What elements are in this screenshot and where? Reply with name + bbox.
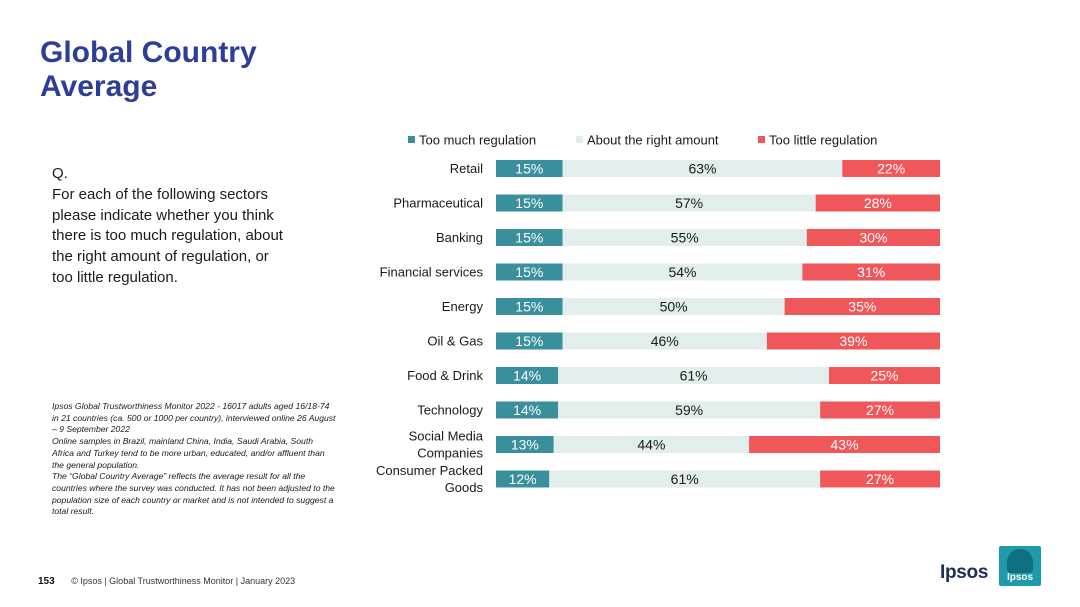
data-label: 59% (675, 402, 703, 418)
methodology-note: The “Global Country Average” reflects th… (52, 471, 335, 517)
category-label: Pharmaceutical (393, 196, 483, 211)
category-label: Companies (417, 446, 483, 461)
category-label: Retail (450, 161, 483, 176)
bar-too-much (496, 194, 563, 212)
bar-too-much (496, 263, 563, 281)
ipsos-logo-icon: Ipsos (999, 546, 1041, 586)
data-label: 25% (870, 368, 898, 384)
category-label: Consumer Packed (376, 463, 483, 478)
data-label: 31% (857, 264, 885, 280)
bar-too-much (496, 332, 563, 350)
legend-swatch-too-little (758, 136, 765, 143)
bar-too-little (766, 332, 940, 350)
category-label: Energy (442, 299, 484, 314)
data-label: 30% (859, 230, 887, 246)
bar-too-much (496, 298, 563, 315)
data-label: 28% (864, 195, 892, 211)
bar-too-little (842, 160, 940, 177)
bar-about-right (558, 367, 829, 384)
bar-about-right (562, 229, 807, 246)
bar-too-much (496, 436, 554, 453)
legend-swatch-about-right (576, 136, 583, 143)
bar-about-right (549, 470, 821, 488)
bar-too-little (820, 401, 940, 419)
data-label: 15% (515, 264, 543, 280)
bar-too-much (496, 470, 550, 488)
footer: 153 © Ipsos | Global Trustworthiness Mon… (38, 576, 295, 587)
data-label: 61% (671, 471, 699, 487)
data-label: 12% (509, 471, 537, 487)
question-label: Q. (52, 165, 68, 182)
data-label: 54% (668, 264, 696, 280)
ipsos-logo-label: Ipsos (1006, 572, 1034, 583)
data-label: 15% (515, 230, 543, 246)
bar-too-little (749, 436, 940, 453)
bar-too-much (496, 160, 563, 177)
data-label: 14% (513, 368, 541, 384)
bar-too-much (496, 229, 563, 246)
data-label: 35% (848, 299, 876, 315)
question-text: For each of the following sectors please… (52, 185, 283, 286)
bar-too-little (784, 298, 940, 315)
data-label: 39% (839, 333, 867, 349)
category-label: Technology (417, 403, 483, 418)
legend-label-about-right: About the right amount (587, 133, 719, 148)
data-label: 44% (637, 437, 665, 453)
data-label: 14% (513, 402, 541, 418)
bar-about-right (553, 436, 750, 453)
bar-too-little (820, 470, 940, 488)
data-label: 46% (651, 333, 679, 349)
legend-swatch-too-much (408, 136, 415, 143)
bar-too-much (496, 367, 559, 384)
data-label: 22% (877, 161, 905, 177)
bar-about-right (562, 263, 803, 281)
data-label: 63% (688, 161, 716, 177)
methodology-notes: Ipsos Global Trustworthiness Monitor 202… (52, 401, 337, 518)
category-label: Goods (445, 480, 484, 495)
bar-too-little (806, 229, 940, 246)
methodology-note: Online samples in Brazil, mainland China… (52, 436, 325, 470)
bar-too-little (802, 263, 940, 281)
bar-too-little (815, 194, 940, 212)
category-label: Social Media (409, 429, 484, 444)
data-label: 15% (515, 299, 543, 315)
bar-about-right (562, 194, 816, 212)
data-label: 50% (660, 299, 688, 315)
data-label: 15% (515, 161, 543, 177)
data-label: 27% (866, 402, 894, 418)
data-label: 13% (511, 437, 539, 453)
category-label: Banking (436, 230, 483, 245)
page-number: 153 (38, 576, 55, 587)
category-label: Food & Drink (407, 368, 483, 383)
bar-about-right (562, 332, 767, 350)
bar-too-much (496, 401, 559, 419)
page-title: Global Country Average (40, 36, 257, 103)
data-label: 43% (831, 437, 859, 453)
category-label: Financial services (380, 265, 484, 280)
bar-about-right (558, 401, 821, 419)
bar-about-right (562, 298, 785, 315)
data-label: 61% (680, 368, 708, 384)
data-label: 15% (515, 333, 543, 349)
bar-too-little (829, 367, 940, 384)
data-label: 27% (866, 471, 894, 487)
data-label: 55% (671, 230, 699, 246)
survey-question: Q. For each of the following sectors ple… (52, 164, 292, 289)
bar-about-right (562, 160, 843, 177)
ipsos-wordmark: Ipsos (940, 562, 989, 583)
legend-label-too-much: Too much regulation (419, 133, 536, 148)
category-label: Oil & Gas (427, 334, 483, 349)
data-label: 15% (515, 195, 543, 211)
data-label: 57% (675, 195, 703, 211)
methodology-note: Ipsos Global Trustworthiness Monitor 202… (52, 401, 336, 435)
legend-label-too-little: Too little regulation (769, 133, 877, 148)
footer-text: © Ipsos | Global Trustworthiness Monitor… (71, 576, 296, 586)
